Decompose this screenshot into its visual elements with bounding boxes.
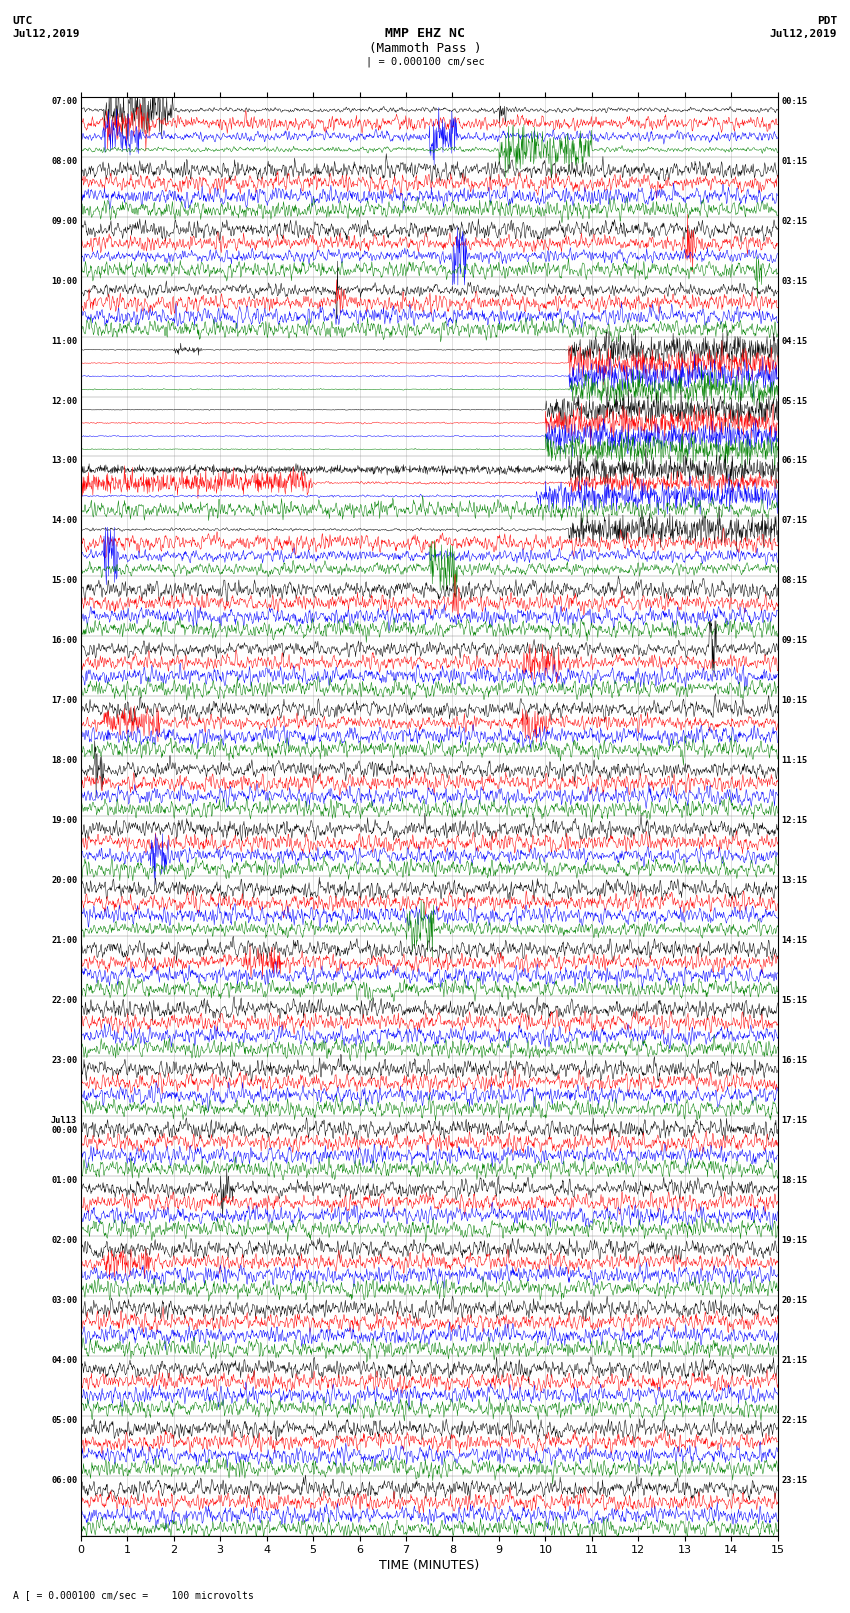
Text: 15:15: 15:15 (781, 997, 807, 1005)
Text: Jul13
00:00: Jul13 00:00 (51, 1116, 77, 1136)
Text: 14:15: 14:15 (781, 936, 807, 945)
Text: 04:15: 04:15 (781, 337, 807, 345)
Text: MMP EHZ NC: MMP EHZ NC (385, 27, 465, 40)
Text: (Mammoth Pass ): (Mammoth Pass ) (369, 42, 481, 55)
Text: 20:15: 20:15 (781, 1295, 807, 1305)
Text: 20:00: 20:00 (51, 876, 77, 886)
Text: 05:15: 05:15 (781, 397, 807, 405)
Text: 23:15: 23:15 (781, 1476, 807, 1484)
Text: PDT: PDT (817, 16, 837, 26)
Text: 13:00: 13:00 (51, 456, 77, 466)
Text: 03:00: 03:00 (51, 1295, 77, 1305)
Text: 23:00: 23:00 (51, 1057, 77, 1065)
Text: 05:00: 05:00 (51, 1416, 77, 1424)
Text: 12:15: 12:15 (781, 816, 807, 826)
Text: 08:15: 08:15 (781, 576, 807, 586)
Text: 10:00: 10:00 (51, 277, 77, 286)
Text: 03:15: 03:15 (781, 277, 807, 286)
Text: A [ = 0.000100 cm/sec =    100 microvolts: A [ = 0.000100 cm/sec = 100 microvolts (13, 1590, 253, 1600)
Text: 22:00: 22:00 (51, 997, 77, 1005)
Text: 14:00: 14:00 (51, 516, 77, 526)
Text: UTC: UTC (13, 16, 33, 26)
Text: 13:15: 13:15 (781, 876, 807, 886)
Text: 18:15: 18:15 (781, 1176, 807, 1186)
Text: 02:15: 02:15 (781, 216, 807, 226)
Text: 17:15: 17:15 (781, 1116, 807, 1124)
Text: 06:00: 06:00 (51, 1476, 77, 1484)
Text: 10:15: 10:15 (781, 697, 807, 705)
Text: 04:00: 04:00 (51, 1355, 77, 1365)
Text: 12:00: 12:00 (51, 397, 77, 405)
Text: 09:15: 09:15 (781, 636, 807, 645)
Text: Jul12,2019: Jul12,2019 (13, 29, 80, 39)
Text: 17:00: 17:00 (51, 697, 77, 705)
Text: | = 0.000100 cm/sec: | = 0.000100 cm/sec (366, 56, 484, 68)
X-axis label: TIME (MINUTES): TIME (MINUTES) (379, 1560, 479, 1573)
Text: 06:15: 06:15 (781, 456, 807, 466)
Text: 01:15: 01:15 (781, 156, 807, 166)
Text: 16:00: 16:00 (51, 636, 77, 645)
Text: 11:15: 11:15 (781, 756, 807, 765)
Text: 22:15: 22:15 (781, 1416, 807, 1424)
Text: 15:00: 15:00 (51, 576, 77, 586)
Text: 21:00: 21:00 (51, 936, 77, 945)
Text: 01:00: 01:00 (51, 1176, 77, 1186)
Text: 07:15: 07:15 (781, 516, 807, 526)
Text: 16:15: 16:15 (781, 1057, 807, 1065)
Text: 08:00: 08:00 (51, 156, 77, 166)
Text: 21:15: 21:15 (781, 1355, 807, 1365)
Text: 19:15: 19:15 (781, 1236, 807, 1245)
Text: 00:15: 00:15 (781, 97, 807, 106)
Text: 07:00: 07:00 (51, 97, 77, 106)
Text: 19:00: 19:00 (51, 816, 77, 826)
Text: 02:00: 02:00 (51, 1236, 77, 1245)
Text: 11:00: 11:00 (51, 337, 77, 345)
Text: 18:00: 18:00 (51, 756, 77, 765)
Text: 09:00: 09:00 (51, 216, 77, 226)
Text: Jul12,2019: Jul12,2019 (770, 29, 837, 39)
